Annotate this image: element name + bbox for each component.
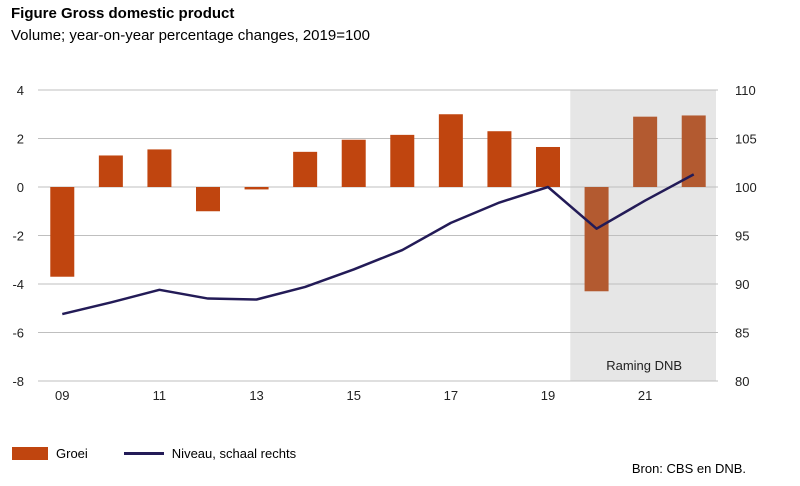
y-left-tick-label: 2 [17,132,24,147]
line-layer [61,173,695,316]
y-left-tick-label: -4 [12,277,24,292]
x-tick-label: 13 [249,388,263,403]
bar-12 [196,187,220,212]
chart-title: Figure Gross domestic product [11,5,235,22]
legend-bar-swatch [12,447,48,460]
legend-bar-label: Groei [56,446,88,461]
bar-18 [487,131,512,187]
source-note: Bron: CBS en DNB. [631,461,746,476]
x-tick-label: 11 [153,388,167,403]
x-tick-label: 17 [444,388,458,403]
bar-19 [536,146,560,187]
bar-17 [438,114,463,187]
bar-20 [584,187,609,292]
y-left-tick-label: 0 [17,180,24,195]
x-tick-label: 09 [55,388,69,403]
bar-layer [50,114,706,292]
bar-11 [147,149,172,187]
y-right-tick-label: 85 [735,326,749,341]
y-right-tick-label: 80 [735,374,749,389]
bar-10 [98,155,123,187]
bar-22 [681,115,706,187]
level-line [61,173,695,316]
bar-13 [244,187,269,190]
bar-16 [390,134,415,187]
bar-09 [50,187,75,277]
legend: Groei Niveau, schaal rechts [12,446,296,461]
bar-21 [633,116,658,187]
legend-line-label: Niveau, schaal rechts [171,446,297,461]
y-left-tick-label: -2 [12,229,24,244]
y-left-tick-label: 4 [17,83,24,98]
forecast-label: Raming DNB [606,358,682,373]
x-tick-label: 15 [346,388,360,403]
x-tick-label: 19 [541,388,555,403]
y-left-tick-label: -8 [12,374,24,389]
bar-15 [341,139,366,187]
bar-14 [293,151,318,187]
legend-line-swatch [123,452,164,455]
y-right-tick-label: 110 [735,83,756,98]
y-right-tick-label: 90 [735,277,749,292]
y-right-tick-label: 100 [735,180,757,195]
x-tick-label: 21 [638,388,652,403]
chart-subtitle: Volume; year-on-year percentage changes,… [11,27,370,44]
tick-layer: -8 -6 -4 -2 0 2 4 80 85 90 95 100 105 110 09 11 13 15 17 19… [12,83,756,403]
y-right-tick-label: 105 [735,132,757,147]
y-right-tick-label: 95 [735,229,749,244]
y-left-tick-label: -6 [12,326,24,341]
